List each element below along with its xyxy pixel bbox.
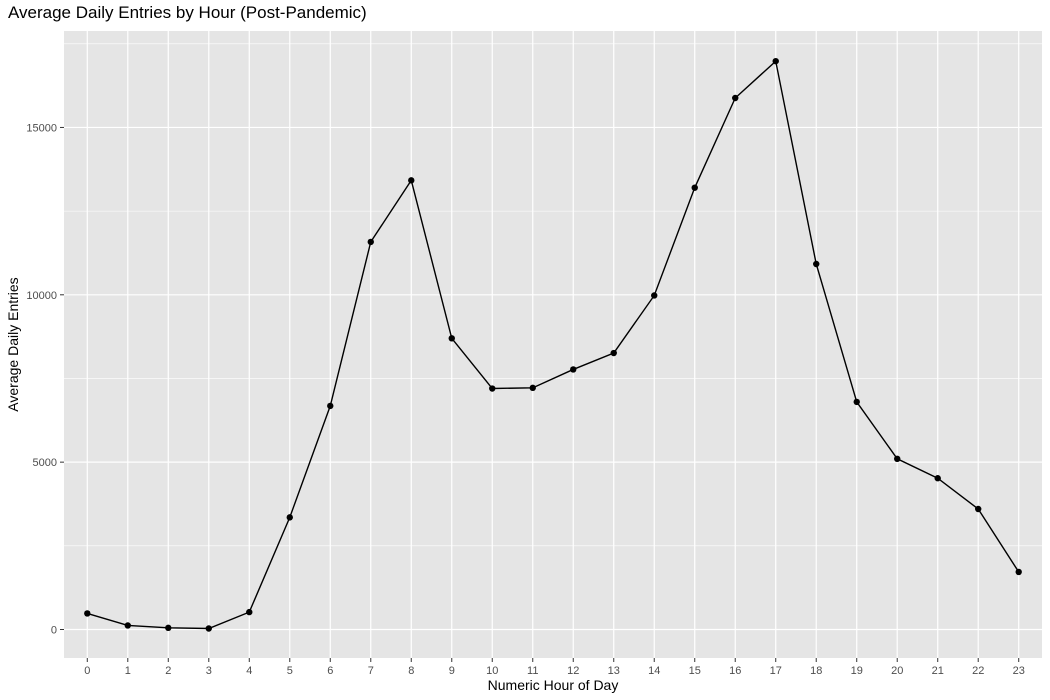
x-tick-label: 9: [449, 665, 455, 677]
x-tick-label: 10: [486, 665, 498, 677]
x-tick-label: 0: [84, 665, 90, 677]
data-point: [489, 385, 496, 392]
series-line: [87, 59, 1020, 630]
x-axis-title: Numeric Hour of Day: [488, 677, 619, 693]
data-point: [894, 455, 901, 463]
data-point: [124, 622, 131, 629]
data-point: [732, 94, 739, 102]
y-tick-label: 0: [51, 625, 57, 637]
x-tick-label: 12: [567, 665, 579, 677]
x-tick-label: 5: [287, 665, 293, 677]
major-gridlines: [64, 31, 1042, 658]
x-tick-label: 6: [327, 665, 333, 677]
x-tick-label: 19: [851, 665, 863, 677]
x-tick-label: 18: [810, 665, 822, 677]
x-tick-label: 23: [1013, 665, 1025, 677]
data-point: [975, 505, 982, 513]
y-tick-label: 15000: [26, 122, 57, 134]
plot-panel: [64, 31, 1042, 658]
x-tick-label: 3: [206, 665, 212, 677]
data-point: [813, 260, 820, 268]
data-point: [286, 514, 293, 521]
y-tick-label: 10000: [26, 290, 57, 302]
data-point: [84, 610, 91, 617]
series-entries: [87, 59, 1020, 630]
x-tick-label: 8: [408, 665, 414, 677]
data-point: [934, 475, 941, 482]
x-tick-label: 22: [972, 665, 984, 677]
x-tick-label: 7: [368, 665, 374, 677]
x-axis: 0 1 2 3 4 5 6 7 8 9 10 11 12 13 14 15 16 17 18 19 20 21 22 23: [84, 658, 1025, 677]
data-point: [853, 398, 860, 406]
data-point: [529, 384, 536, 392]
data-point: [327, 402, 334, 410]
data-point: [165, 624, 172, 632]
data-point: [1015, 568, 1022, 576]
x-tick-label: 21: [932, 665, 944, 677]
data-point: [691, 184, 698, 191]
data-point: [246, 608, 253, 616]
y-axis: 0 5000 10000 15000: [26, 122, 64, 637]
x-tick-label: 14: [648, 665, 660, 677]
data-point: [570, 366, 577, 373]
x-tick-label: 2: [165, 665, 171, 677]
x-tick-label: 4: [246, 665, 252, 677]
data-point: [448, 335, 455, 342]
x-tick-label: 13: [608, 665, 620, 677]
data-point: [651, 292, 658, 299]
data-point: [772, 57, 779, 65]
x-tick-label: 1: [125, 665, 131, 677]
data-point: [367, 238, 374, 246]
x-tick-label: 15: [689, 665, 701, 677]
x-tick-label: 17: [770, 665, 782, 677]
data-point: [205, 625, 212, 632]
y-tick-label: 5000: [33, 457, 57, 469]
data-point: [610, 349, 617, 357]
data-points: [84, 57, 1022, 632]
y-axis-title: Average Daily Entries: [5, 277, 21, 411]
x-tick-label: 16: [729, 665, 741, 677]
chart-title: Average Daily Entries by Hour (Post-Pand…: [8, 3, 367, 22]
x-tick-label: 11: [527, 665, 538, 677]
data-point: [408, 177, 415, 184]
x-tick-label: 20: [891, 665, 903, 677]
